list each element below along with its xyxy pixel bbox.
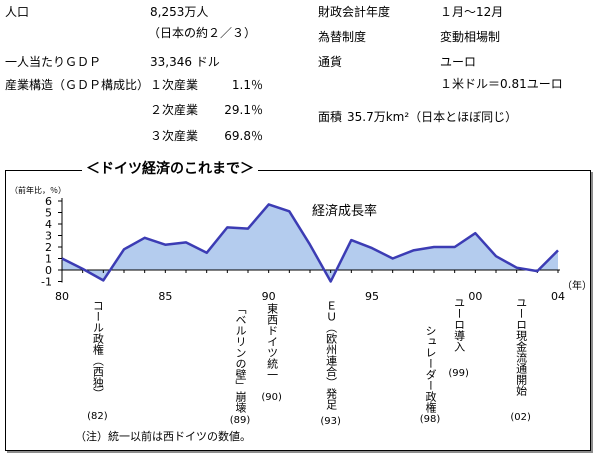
x-tick-label: 95 — [365, 290, 379, 303]
fiscal-year-label: 財政会計年度 — [318, 5, 391, 19]
event-year: (02) — [510, 412, 531, 423]
event-year: (98) — [419, 414, 441, 425]
event-label: 東西ドイツ統一 — [265, 303, 279, 380]
event-year: (82) — [87, 411, 108, 422]
area-value: 35.7万km²（日本とほぼ同じ） — [347, 110, 518, 124]
y-tick-label: 5 — [45, 207, 52, 220]
sector-primary-name: １次産業 — [150, 78, 199, 92]
area-label: 面積 — [318, 110, 343, 124]
event-annotation-euro-intro: ユーロ導入 (99) — [448, 297, 469, 380]
sector-secondary-share: 29.1％ — [224, 103, 263, 117]
population-note: （日本の約２／３） — [148, 26, 257, 40]
y-tick-label: 1 — [45, 253, 52, 266]
event-annotation-eu: ＥＵ（欧州連合）発足 (93) — [320, 300, 341, 428]
sector-secondary-name: ２次産業 — [150, 103, 199, 117]
fiscal-year-value: １月〜12月 — [440, 5, 504, 19]
event-annotation-schroeder: シュレーダー政権 (98) — [420, 325, 441, 426]
event-annotation-berlin-wall: 「ベルリンの壁」崩壊 (89) — [230, 303, 251, 427]
currency-value: ユーロ — [440, 55, 477, 69]
event-year: (90) — [261, 392, 282, 403]
event-label: コール政権（西独） — [91, 300, 105, 399]
y-tick-label: 4 — [45, 218, 52, 231]
series-line — [61, 203, 559, 283]
event-year: (99) — [448, 368, 469, 379]
y-tick-label: 6 — [45, 195, 52, 208]
chart-frame — [5, 170, 591, 451]
population-value: 8,253万人 — [150, 5, 209, 19]
y-tick-label: 0 — [45, 264, 52, 277]
event-label: ＥＵ（欧州連合）発足 — [324, 300, 338, 410]
sector-tertiary-share: 69.8％ — [224, 129, 263, 143]
event-annotation-reunification: 東西ドイツ統一 (90) — [261, 303, 282, 404]
chart-title: ＜ドイツ経済のこれまで＞ — [82, 160, 258, 178]
sector-tertiary-name: ３次産業 — [150, 129, 199, 143]
series-area — [62, 204, 558, 282]
event-annotation-euro-cash: ユーロ現金流通開始 (02) — [510, 297, 531, 424]
x-axis-label: （年） — [562, 279, 592, 292]
exchange-regime-label: 為替制度 — [318, 30, 367, 44]
gdp-per-capita-label: 一人当たりＧＤＰ — [5, 55, 102, 69]
event-annotation-kohl: コール政権（西独） (82) — [87, 300, 108, 423]
x-tick-label: 80 — [55, 290, 69, 303]
x-tick-label: 85 — [158, 290, 172, 303]
y-tick-label: 3 — [45, 230, 52, 243]
series-label: 経済成長率 — [312, 203, 377, 219]
industry-structure-label: 産業構造（ＧＤＰ構成比） — [5, 78, 150, 92]
event-label: ユーロ現金流通開始 — [514, 297, 528, 396]
currency-label: 通貨 — [318, 55, 343, 69]
gdp-per-capita-value: 33,346 ドル — [150, 55, 220, 69]
event-year: (93) — [320, 416, 341, 427]
x-tick-label: 00 — [468, 290, 482, 303]
y-axis-label: （前年比，％） — [10, 185, 66, 195]
event-label: 「ベルリンの壁」崩壊 — [234, 303, 247, 413]
population-label: 人口 — [5, 5, 30, 19]
sector-primary-share: 1.1％ — [231, 78, 263, 92]
event-label: シュレーダー政権 — [424, 325, 437, 413]
exchange-rate: １米ドル＝0.81ユーロ — [440, 77, 563, 91]
y-tick-label: -1 — [41, 276, 52, 289]
exchange-regime-value: 変動相場制 — [440, 30, 501, 44]
event-label: ユーロ導入 — [452, 297, 466, 352]
event-year: (89) — [229, 415, 251, 426]
chart-footnote: （注）統一以前は西ドイツの数値。 — [75, 430, 251, 443]
x-tick-label: 04 — [551, 290, 565, 303]
y-tick-label: 2 — [45, 241, 52, 254]
x-tick-label: 90 — [262, 290, 276, 303]
